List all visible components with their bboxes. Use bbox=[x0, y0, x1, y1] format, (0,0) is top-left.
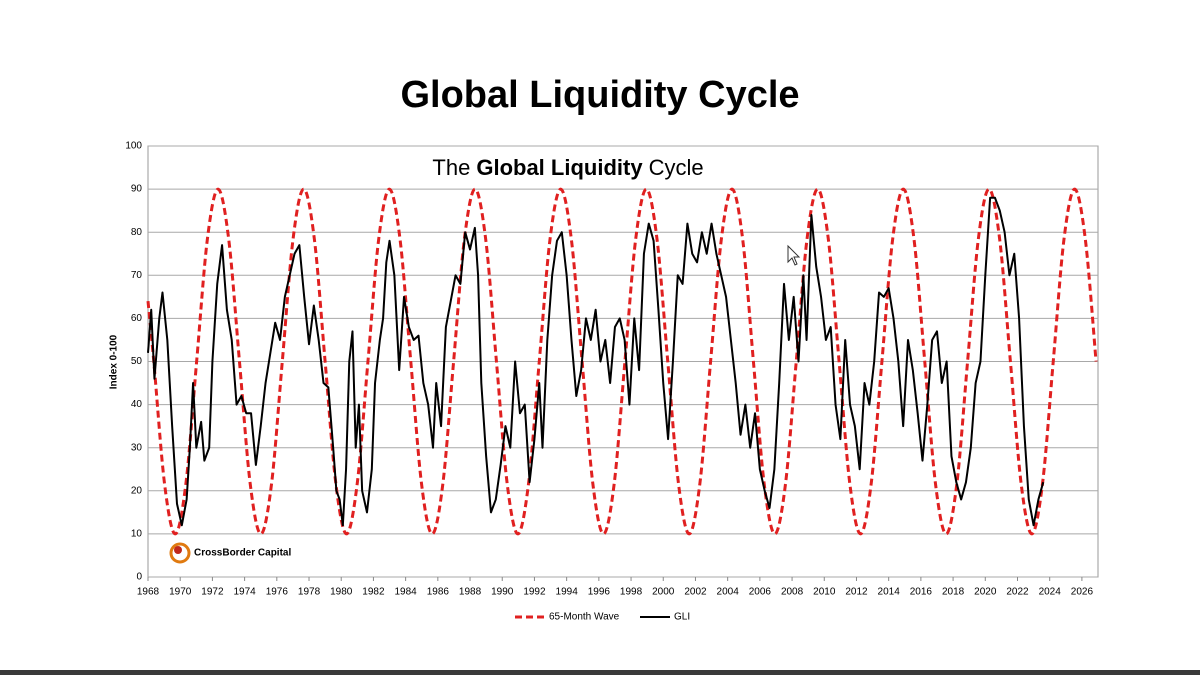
chart-title-part: The bbox=[432, 155, 470, 180]
x-tick-label: 2018 bbox=[942, 587, 965, 598]
x-tick-label: 2012 bbox=[845, 587, 868, 598]
x-tick-label: 2002 bbox=[684, 587, 707, 598]
legend-label: 65-Month Wave bbox=[549, 612, 620, 623]
y-tick-label: 80 bbox=[131, 227, 143, 238]
chart-title: The Global Liquidity Cycle bbox=[432, 155, 703, 180]
y-tick-label: 60 bbox=[131, 313, 143, 324]
x-tick-label: 1980 bbox=[330, 587, 353, 598]
x-tick-label: 2010 bbox=[813, 587, 836, 598]
series-line bbox=[146, 187, 1098, 536]
x-tick-label: 1990 bbox=[491, 587, 514, 598]
x-tick-label: 1994 bbox=[556, 587, 579, 598]
x-tick-label: 2008 bbox=[781, 587, 804, 598]
y-tick-label: 100 bbox=[125, 141, 142, 152]
x-tick-label: 2022 bbox=[1006, 587, 1029, 598]
cursor bbox=[787, 244, 801, 266]
x-tick-label: 1998 bbox=[620, 587, 643, 598]
x-tick-label: 2000 bbox=[652, 587, 675, 598]
slide-title: Global Liquidity Cycle bbox=[400, 74, 799, 116]
legend-label: GLI bbox=[674, 612, 690, 623]
y-tick-label: 20 bbox=[131, 485, 143, 496]
logo-mark bbox=[174, 546, 182, 554]
x-tick-label: 2006 bbox=[749, 587, 772, 598]
x-tick-label: 1970 bbox=[169, 587, 192, 598]
y-tick-label: 90 bbox=[131, 184, 143, 195]
y-tick-label: 30 bbox=[131, 442, 143, 453]
x-tick-label: 2024 bbox=[1039, 587, 1062, 598]
y-tick-label: 50 bbox=[131, 356, 143, 367]
logo: CrossBorder Capital bbox=[169, 542, 291, 564]
x-tick-label: 2016 bbox=[910, 587, 933, 598]
x-tick-label: 1978 bbox=[298, 587, 321, 598]
x-tick-label: 1996 bbox=[588, 587, 611, 598]
x-tick-label: 1974 bbox=[233, 587, 256, 598]
x-tick-label: 2004 bbox=[717, 587, 740, 598]
bottom-bar bbox=[0, 670, 1200, 675]
y-axis-label: Index 0-100 bbox=[109, 334, 120, 389]
chart-title-part: Cycle bbox=[649, 155, 704, 180]
series-line bbox=[147, 196, 1045, 527]
x-tick-label: 2014 bbox=[878, 587, 901, 598]
x-tick-label: 1972 bbox=[201, 587, 224, 598]
x-tick-label: 1982 bbox=[362, 587, 385, 598]
x-tick-label: 2020 bbox=[974, 587, 997, 598]
y-tick-label: 70 bbox=[131, 270, 143, 281]
x-tick-label: 1976 bbox=[266, 587, 289, 598]
logo-mark bbox=[169, 542, 191, 564]
x-tick-label: 1984 bbox=[395, 587, 418, 598]
y-tick-label: 40 bbox=[131, 399, 143, 410]
logo-text: CrossBorder Capital bbox=[194, 548, 291, 559]
x-tick-label: 1992 bbox=[523, 587, 546, 598]
x-tick-label: 2026 bbox=[1071, 587, 1094, 598]
x-tick-label: 1986 bbox=[427, 587, 450, 598]
y-tick-label: 0 bbox=[136, 572, 142, 583]
x-tick-label: 1988 bbox=[459, 587, 482, 598]
y-tick-label: 10 bbox=[131, 529, 143, 540]
chart-title-part: Global Liquidity bbox=[476, 155, 643, 180]
x-tick-label: 1968 bbox=[137, 587, 160, 598]
